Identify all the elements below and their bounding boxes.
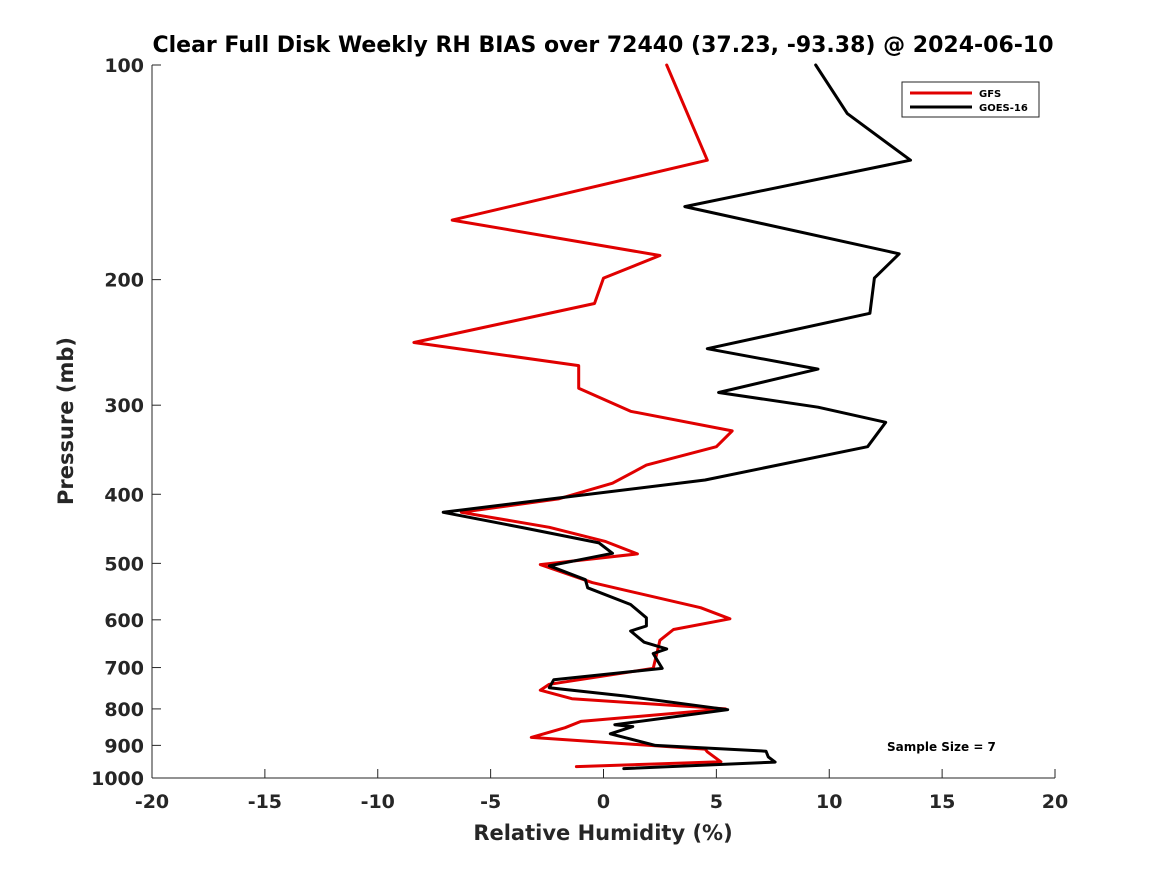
x-tick-label: 5 bbox=[710, 791, 723, 813]
y-tick-label: 500 bbox=[104, 553, 144, 575]
x-tick-label: -5 bbox=[480, 791, 501, 813]
plot-area bbox=[152, 65, 1055, 778]
y-tick-label: 200 bbox=[104, 270, 144, 292]
y-tick-label: 700 bbox=[104, 658, 144, 680]
x-tick-label: 0 bbox=[597, 791, 610, 813]
legend-label-goes-16: GOES-16 bbox=[979, 103, 1028, 114]
sample-size-annotation: Sample Size = 7 bbox=[887, 740, 996, 754]
x-tick-label: 15 bbox=[929, 791, 955, 813]
chart-title: Clear Full Disk Weekly RH BIAS over 7244… bbox=[152, 33, 1053, 58]
series-layer bbox=[412, 63, 912, 771]
x-tick-label: 10 bbox=[816, 791, 842, 813]
y-ticks: 100 200 300 400 500 600 700 800 900 1000 bbox=[91, 55, 161, 790]
y-tick-label: 600 bbox=[104, 610, 144, 632]
x-ticks: -20 -15 -10 -5 0 5 10 15 20 bbox=[135, 769, 1068, 813]
y-tick-label: 800 bbox=[104, 699, 144, 721]
legend-box bbox=[901, 81, 1040, 118]
y-axis-label: Pressure (mb) bbox=[54, 337, 78, 505]
y-tick-label: 1000 bbox=[91, 768, 144, 790]
y-tick-label: 400 bbox=[104, 484, 144, 506]
x-tick-label: 20 bbox=[1042, 791, 1068, 813]
y-tick-label: 100 bbox=[104, 55, 144, 77]
x-tick-label: -10 bbox=[361, 791, 395, 813]
y-tick-label: 900 bbox=[104, 735, 144, 757]
x-axis-label: Relative Humidity (%) bbox=[473, 821, 732, 845]
legend-label-gfs: GFS bbox=[979, 89, 1001, 100]
legend: GFS GOES-16 bbox=[901, 81, 1040, 118]
y-tick-label: 300 bbox=[104, 395, 144, 417]
series-line-goes-16 bbox=[441, 63, 912, 771]
x-tick-label: -20 bbox=[135, 791, 169, 813]
x-tick-label: -15 bbox=[248, 791, 282, 813]
